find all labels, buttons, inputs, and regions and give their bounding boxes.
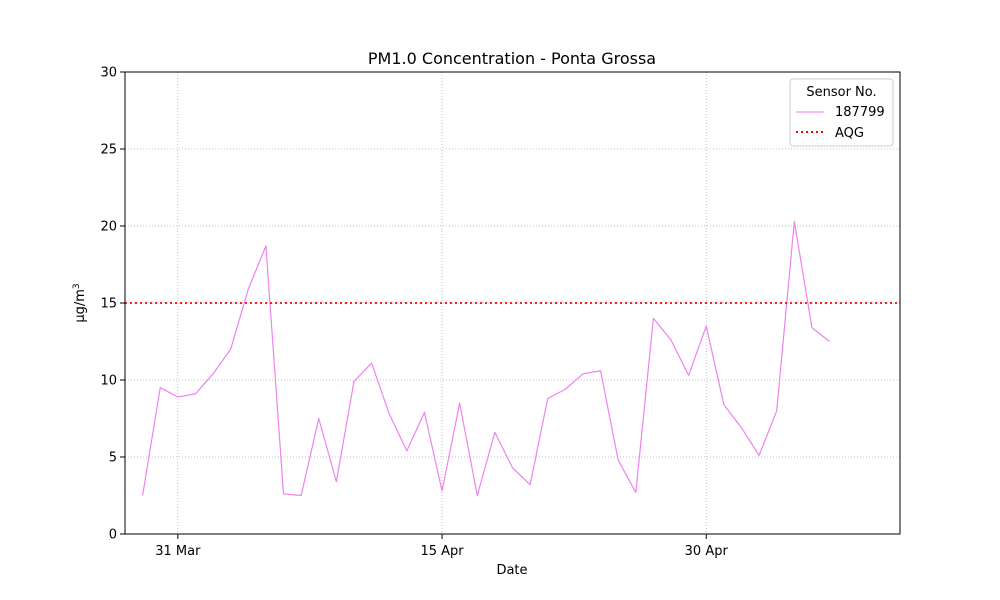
y-tick-label: 10: [100, 374, 117, 389]
series-layer: [125, 220, 900, 497]
legend-box: [789, 78, 894, 147]
y-axis-label: μg/m3: [72, 283, 88, 322]
legend-label-sensor: 187799: [835, 105, 885, 120]
y-tick-label: 15: [100, 297, 117, 312]
y-tick-label: 30: [100, 66, 117, 81]
series-line-sensor: [142, 220, 830, 497]
y-tick-label: 0: [109, 528, 117, 543]
legend: Sensor No. 187799 AQG: [789, 78, 894, 147]
y-axis-label-unit: μg/m: [73, 289, 88, 323]
x-tick-label: 15 Apr: [420, 544, 464, 559]
x-axis: 31 Mar 15 Apr 30 Apr: [155, 534, 728, 559]
chart-title: PM1.0 Concentration - Ponta Grossa: [368, 49, 656, 68]
y-tick-label: 20: [100, 220, 117, 235]
y-axis-label-superscript: 3: [72, 283, 82, 289]
x-tick-label: 30 Apr: [685, 544, 729, 559]
y-axis: 0 5 10 15 20 25 30: [100, 66, 125, 543]
x-axis-label: Date: [496, 563, 527, 578]
x-tick-label: 31 Mar: [155, 544, 201, 559]
legend-title: Sensor No.: [806, 85, 876, 100]
y-tick-label: 25: [100, 143, 117, 158]
legend-label-aqg: AQG: [835, 126, 864, 141]
y-tick-label: 5: [109, 451, 117, 466]
